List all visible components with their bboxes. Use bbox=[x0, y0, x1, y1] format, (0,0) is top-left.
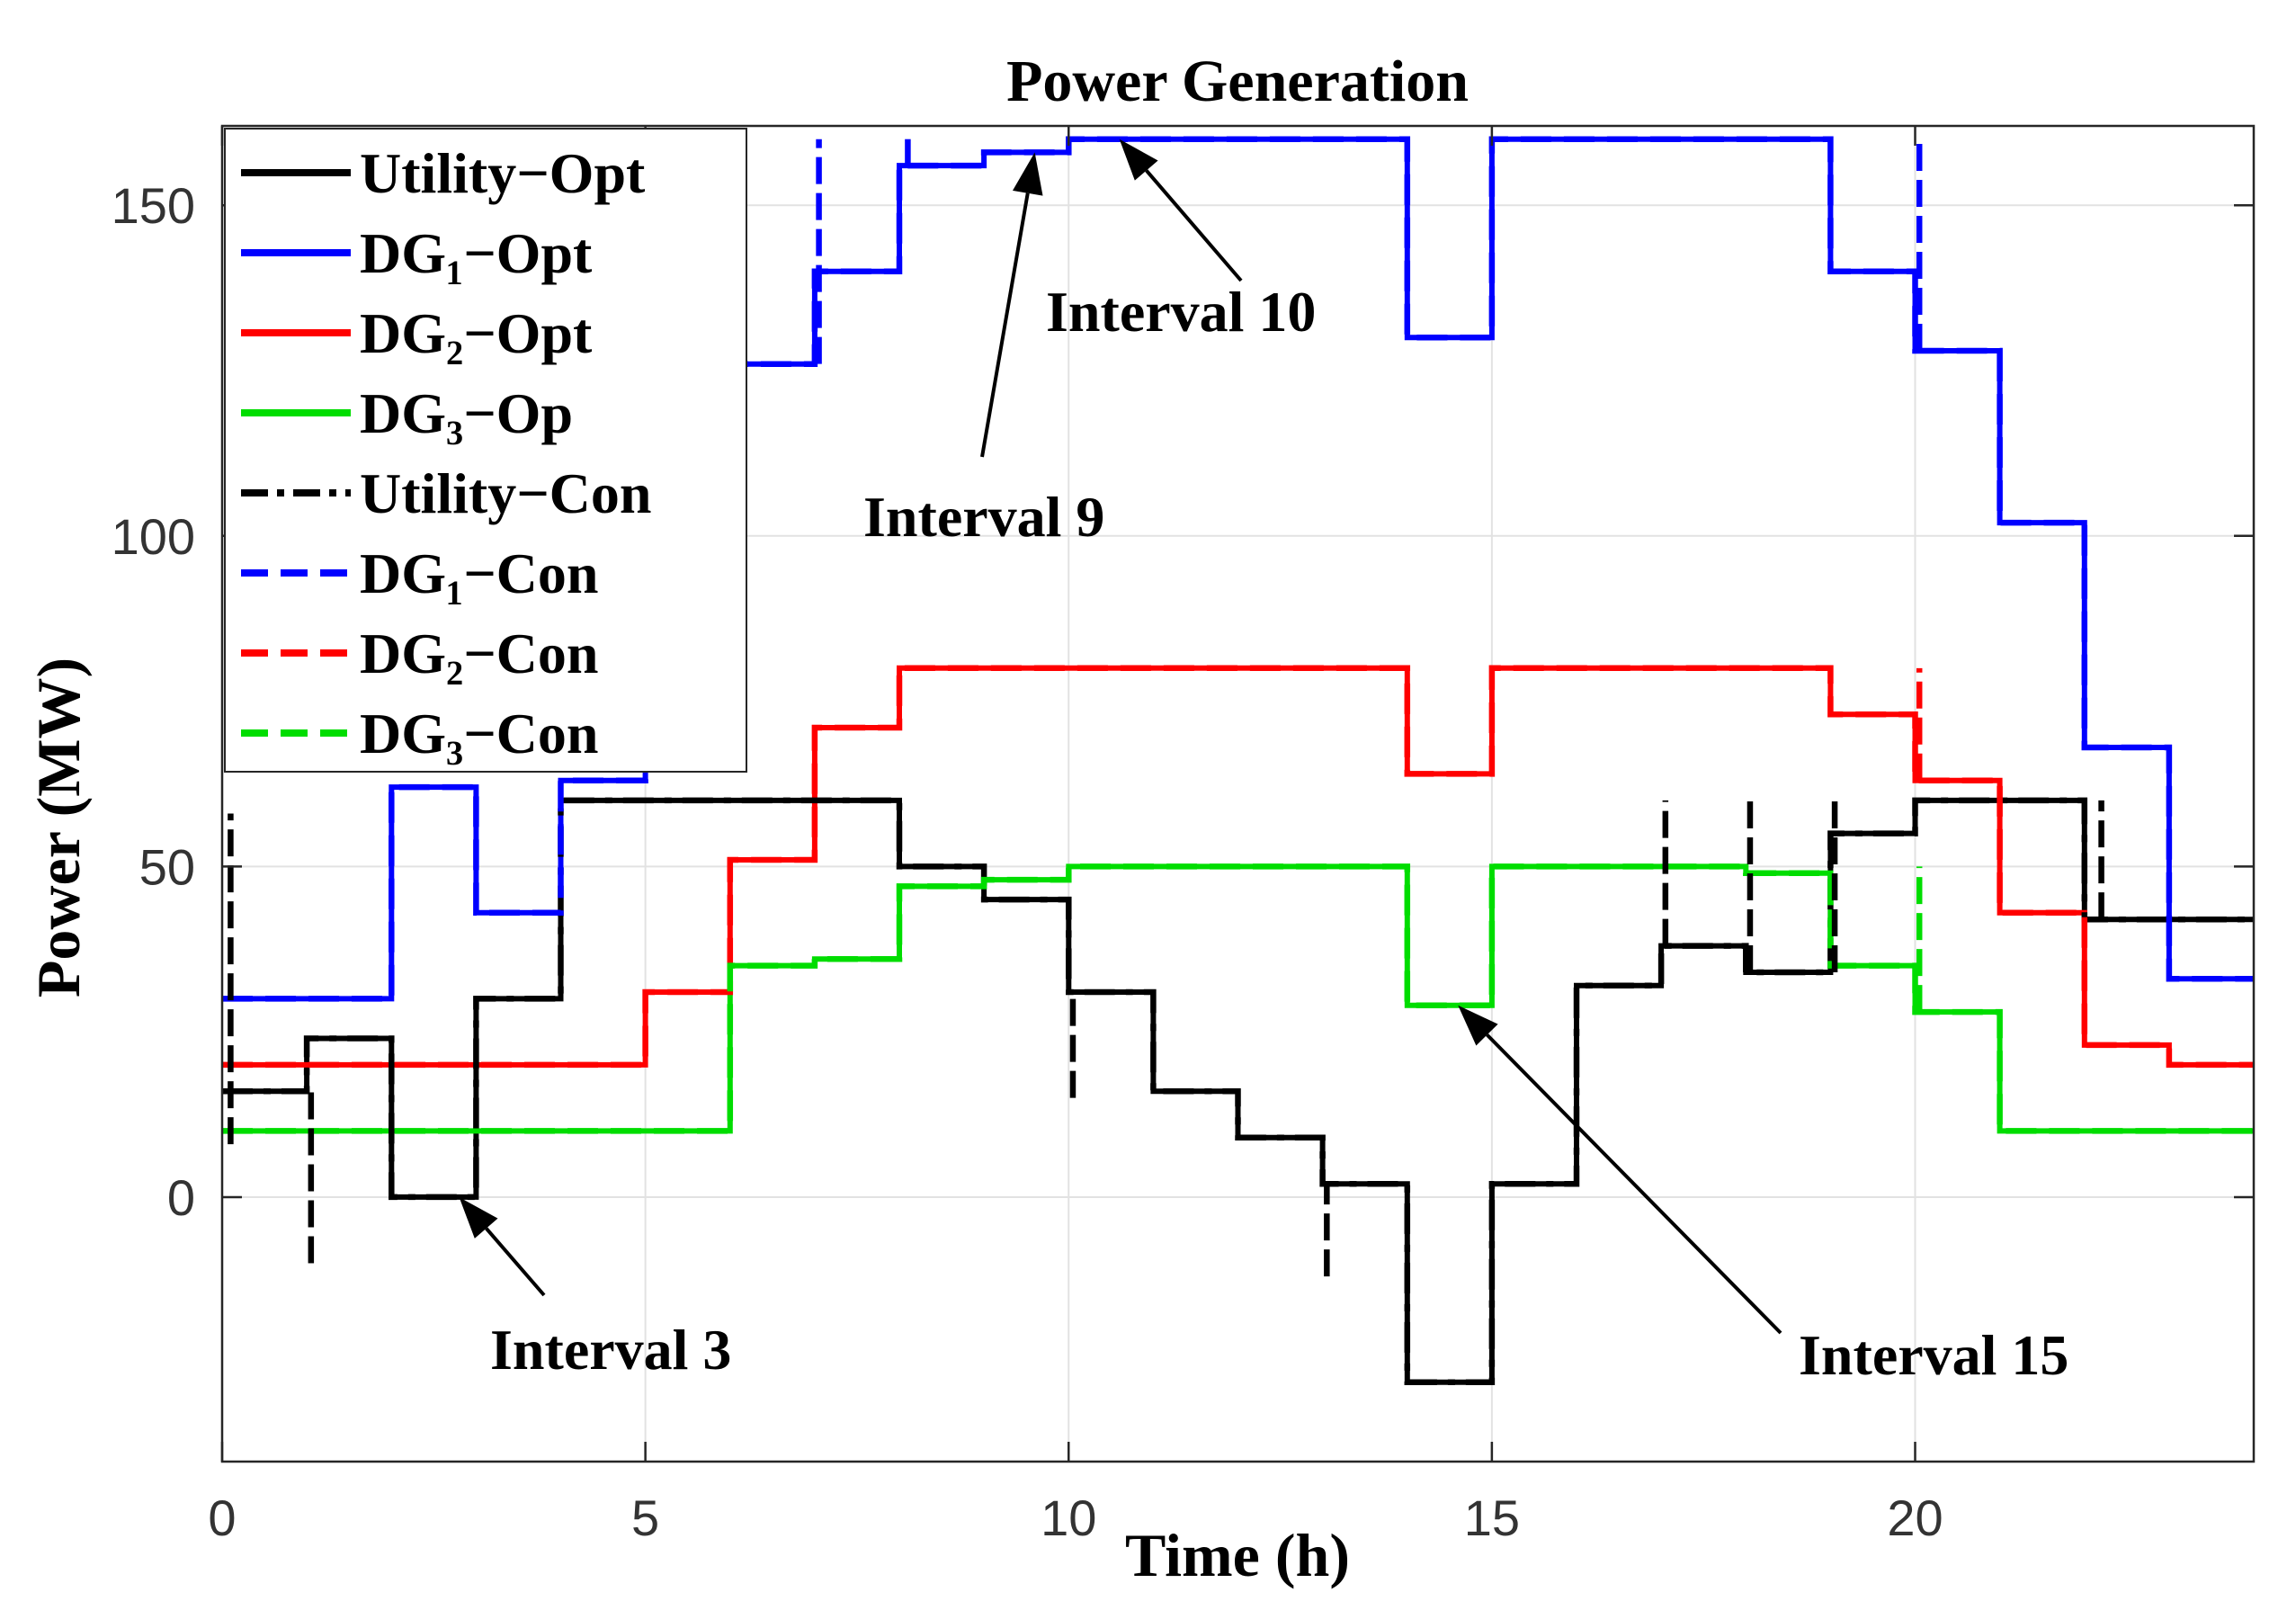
y-tick-label: 100 bbox=[112, 508, 195, 565]
legend-label: Utility−Opt bbox=[360, 141, 646, 205]
legend: Utility−Opt DG₁−Opt DG₂−Opt DG₃−Op Utility−C… bbox=[224, 128, 747, 773]
chart-title: Power Generation bbox=[1006, 49, 1469, 114]
series-line-8 bbox=[222, 863, 2254, 1134]
annotation-arrow-line bbox=[980, 192, 1030, 458]
annotation-arrow-head bbox=[1013, 152, 1043, 196]
legend-label: DG₂−Opt bbox=[360, 301, 593, 365]
legend-label: DG₁−Opt bbox=[360, 221, 593, 285]
x-tick-label: 5 bbox=[631, 1489, 659, 1546]
series-line-5 bbox=[222, 797, 2254, 1386]
y-axis-label: Power (MW) bbox=[24, 657, 93, 997]
legend-label: Utility−Con bbox=[360, 461, 651, 525]
y-tick-label: 0 bbox=[167, 1169, 195, 1226]
legend-label: DG₁−Con bbox=[360, 541, 598, 605]
plot-frame bbox=[220, 124, 2256, 1463]
x-tick-label: 0 bbox=[208, 1489, 236, 1546]
legend-box bbox=[224, 128, 747, 773]
x-tick-label: 20 bbox=[1887, 1489, 1943, 1546]
legend-label: DG₂−Con bbox=[360, 622, 598, 685]
y-tick-label: 150 bbox=[112, 177, 195, 234]
annotations: Interval 3 Interval 9 Interval 10 Interval … bbox=[459, 139, 2068, 1387]
y-tick-label: 50 bbox=[139, 838, 195, 895]
annotation-label: Interval 9 bbox=[863, 485, 1104, 549]
annotation-arrow-line bbox=[1145, 169, 1243, 282]
x-tick-label: 10 bbox=[1041, 1489, 1096, 1546]
legend-label: DG₃−Con bbox=[360, 702, 598, 765]
series-line-7 bbox=[222, 665, 2254, 1069]
annotation-label: Interval 15 bbox=[1799, 1323, 2068, 1387]
annotation-arrow-head bbox=[1458, 1005, 1498, 1046]
series-line-6 bbox=[222, 136, 2254, 1002]
annotation-label: Interval 10 bbox=[1046, 280, 1316, 344]
x-axis-label: Time (h) bbox=[1125, 1521, 1350, 1589]
annotation-arrow-head bbox=[1119, 139, 1158, 181]
series-layer bbox=[222, 136, 2254, 1386]
annotation-arrow-head bbox=[459, 1196, 498, 1239]
annotation-label: Interval 3 bbox=[490, 1318, 731, 1382]
legend-label: DG₃−Op bbox=[360, 381, 573, 445]
annotation-arrow-line bbox=[485, 1227, 546, 1297]
x-tick-label: 15 bbox=[1464, 1489, 1520, 1546]
annotation-arrow-line bbox=[1486, 1033, 1782, 1335]
